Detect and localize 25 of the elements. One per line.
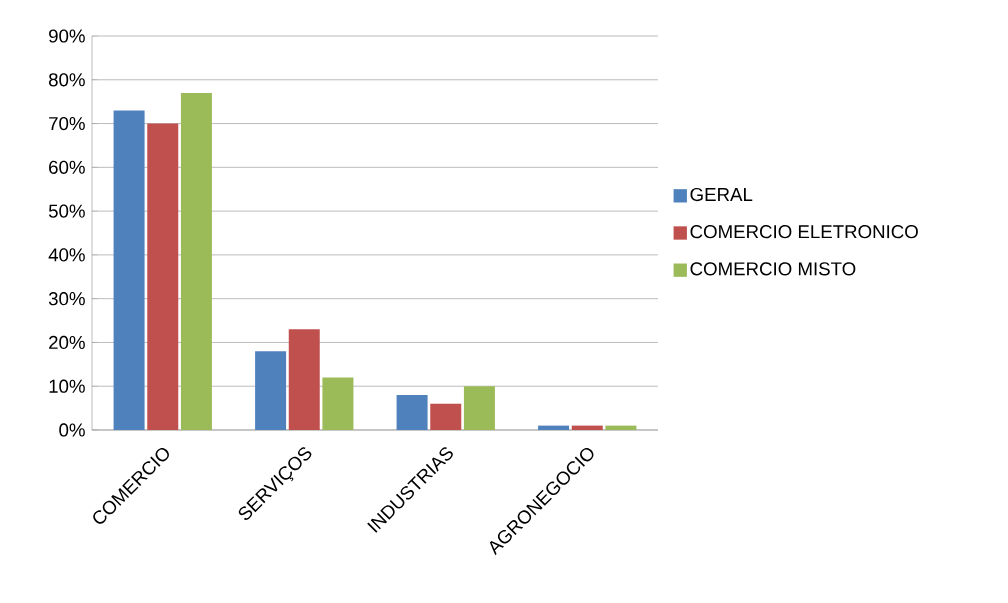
bar	[180, 92, 212, 430]
bar	[113, 110, 145, 430]
bar	[430, 403, 462, 430]
bar	[288, 329, 320, 430]
y-tick-label: 70%	[49, 116, 85, 131]
bar	[571, 425, 603, 430]
bar	[538, 425, 570, 430]
y-tick-label: 20%	[49, 335, 85, 350]
bar	[147, 123, 179, 430]
legend-label: GERAL	[690, 187, 753, 202]
y-tick-label: 90%	[49, 29, 85, 43]
legend-label: COMERCIO MISTO	[690, 262, 856, 276]
bar	[255, 351, 287, 430]
y-tick-label: 30%	[48, 292, 85, 306]
bar	[322, 377, 354, 430]
legend-label: COMERCIO ELETRONICO	[690, 225, 918, 239]
bar	[605, 425, 637, 430]
y-tick-label: 10%	[49, 379, 85, 393]
bar	[396, 394, 428, 430]
bar	[463, 386, 495, 430]
y-tick-label: 40%	[48, 248, 85, 262]
y-tick-label: 0%	[59, 423, 85, 437]
y-tick-label: 50%	[48, 204, 85, 218]
y-tick-label: 60%	[49, 160, 85, 174]
y-tick-label: 80%	[48, 73, 85, 87]
